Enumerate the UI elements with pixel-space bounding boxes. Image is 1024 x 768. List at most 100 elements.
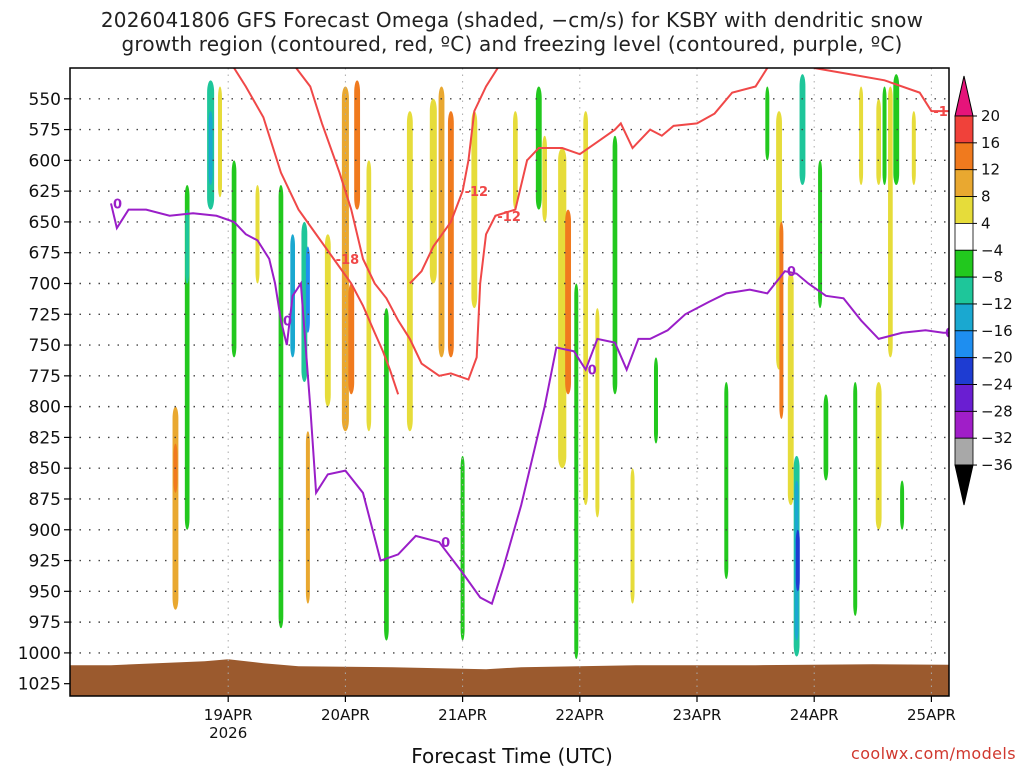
ytick-label-825: 825 bbox=[29, 428, 61, 448]
colorbar-tick-label--36: −36 bbox=[981, 456, 1013, 474]
omega-cell-55 bbox=[900, 480, 905, 530]
omega-cell-53 bbox=[888, 86, 893, 358]
omega-cell-7 bbox=[231, 160, 237, 358]
ytick-label-1025: 1025 bbox=[18, 675, 61, 695]
ytick-label-875: 875 bbox=[29, 490, 61, 510]
ytick-label-700: 700 bbox=[29, 274, 61, 294]
xtick-label-22APR: 22APR bbox=[555, 706, 604, 724]
omega-cell-34 bbox=[612, 135, 618, 395]
plot-frame bbox=[69, 67, 950, 697]
omega-cell-40 bbox=[779, 221, 784, 419]
xtick-sublabel-19APR: 2026 bbox=[209, 724, 247, 742]
colorbar-tick-label-12: 12 bbox=[981, 161, 1000, 179]
colorbar-bin-16-20 bbox=[954, 115, 974, 144]
omega-cell-50 bbox=[876, 98, 882, 185]
ytick-label-800: 800 bbox=[29, 398, 61, 418]
colorbar-tick-label--16: −16 bbox=[981, 322, 1013, 340]
omega-cell-23 bbox=[447, 111, 454, 358]
ytick-label-650: 650 bbox=[29, 213, 61, 233]
snow-growth-contour-2-label-0: -12 bbox=[465, 185, 489, 200]
omega-cell-13 bbox=[305, 431, 310, 604]
omega-cell-52 bbox=[882, 86, 887, 185]
xtick-label-23APR: 23APR bbox=[673, 706, 722, 724]
colorbar-tick-label--4: −4 bbox=[981, 241, 1003, 259]
colorbar-tick-label--20: −20 bbox=[981, 349, 1013, 367]
snow-growth-contour-3-label-0: -12 bbox=[933, 105, 957, 120]
omega-cell-49 bbox=[859, 86, 864, 185]
ytick-label-900: 900 bbox=[29, 521, 61, 541]
colorbar-bin--20--16 bbox=[954, 330, 974, 359]
omega-cell-20 bbox=[406, 111, 413, 432]
freezing-level-contour bbox=[110, 203, 949, 606]
ytick-label-950: 950 bbox=[29, 582, 61, 602]
omega-cell-26 bbox=[512, 111, 518, 210]
ytick-label-750: 750 bbox=[29, 336, 61, 356]
omega-cell-32 bbox=[583, 111, 589, 506]
ytick-label-575: 575 bbox=[29, 121, 61, 141]
omega-cell-56 bbox=[911, 111, 916, 185]
watermark: coolwx.com/models bbox=[851, 744, 1016, 763]
xtick-label-20APR: 20APR bbox=[321, 706, 370, 724]
xtick-label-25APR: 25APR bbox=[907, 706, 956, 724]
colorbar-tick-label--32: −32 bbox=[981, 429, 1013, 447]
omega-cell-29 bbox=[558, 148, 567, 469]
chart-title-line-1: 2026041806 GFS Forecast Omega (shaded, −… bbox=[100, 8, 924, 32]
colorbar-tick-label-20: 20 bbox=[981, 107, 1000, 125]
terrain-ground bbox=[70, 659, 949, 696]
omega-cell-18 bbox=[366, 160, 372, 432]
omega-cell-48 bbox=[853, 382, 858, 616]
ytick-label-625: 625 bbox=[29, 182, 61, 202]
freezing-level-contour-label-3: 0 bbox=[588, 364, 597, 379]
freezing-level-contour-label-2: 0 bbox=[441, 536, 450, 551]
freezing-level-contour-label-4: 0 bbox=[787, 265, 796, 280]
colorbar-bin--16--12 bbox=[954, 303, 974, 332]
freezing-level-contour-label-0: 0 bbox=[113, 197, 122, 212]
ytick-label-550: 550 bbox=[29, 90, 61, 110]
colorbar-top-arrow bbox=[954, 75, 974, 117]
omega-cell-15 bbox=[341, 86, 349, 432]
colorbar-bin-4-8 bbox=[954, 196, 974, 224]
snow-growth-contour-3 bbox=[814, 68, 949, 113]
omega-cell-46 bbox=[818, 160, 823, 309]
ytick-label-775: 775 bbox=[29, 367, 61, 387]
omega-shading-layer bbox=[70, 68, 949, 696]
ytick-label-725: 725 bbox=[29, 305, 61, 325]
omega-cell-9 bbox=[278, 184, 284, 629]
colorbar-bin--28--24 bbox=[954, 384, 974, 412]
snow-growth-contour-1 bbox=[233, 68, 400, 395]
colorbar-bin-8-12 bbox=[954, 169, 974, 197]
freezing-level-contour-label-1: 0 bbox=[283, 314, 292, 329]
x-axis-label: Forecast Time (UTC) bbox=[411, 744, 613, 768]
snow-growth-contour-2 bbox=[409, 68, 499, 285]
colorbar-tick-label-16: 16 bbox=[981, 134, 1000, 152]
omega-cell-3 bbox=[185, 209, 190, 284]
colorbar: 20 16 12 8 4 −4 −8 −12 −16 −20 −24 −28 −32 −36 bbox=[954, 75, 1013, 506]
omega-cell-41 bbox=[787, 271, 794, 506]
colorbar-tick-label-4: 4 bbox=[981, 214, 991, 232]
omega-cell-21 bbox=[429, 98, 437, 284]
omega-cell-17 bbox=[348, 283, 355, 395]
omega-cell-51 bbox=[875, 382, 882, 530]
omega-cell-35 bbox=[630, 468, 635, 604]
chart-title-line-2: growth region (contoured, red, ºC) and f… bbox=[121, 32, 903, 56]
xtick-label-19APR: 19APR bbox=[204, 706, 253, 724]
plot-background bbox=[70, 68, 949, 696]
snow-growth-contour-0-label-0: -12 bbox=[497, 210, 521, 225]
omega-cell-38 bbox=[765, 86, 770, 161]
ytick-label-600: 600 bbox=[29, 151, 61, 171]
omega-cell-36 bbox=[653, 357, 658, 444]
colorbar-bin--8--4 bbox=[954, 249, 974, 278]
omega-cell-31 bbox=[574, 283, 579, 660]
omega-cell-47 bbox=[823, 394, 829, 481]
ytick-label-850: 850 bbox=[29, 459, 61, 479]
colorbar-bin--32--28 bbox=[954, 410, 974, 439]
colorbar-tick-label--8: −8 bbox=[981, 268, 1003, 286]
omega-cell-8 bbox=[255, 184, 260, 284]
colorbar-bin-12-16 bbox=[954, 142, 974, 171]
omega-cell-16 bbox=[354, 80, 361, 210]
omega-cell-12 bbox=[305, 246, 310, 333]
omega-cell-30 bbox=[565, 209, 572, 395]
colorbar-bin--4-4 bbox=[954, 222, 974, 251]
colorbar-tick-label--12: −12 bbox=[981, 295, 1013, 313]
colorbar-bottom-arrow bbox=[954, 464, 974, 506]
